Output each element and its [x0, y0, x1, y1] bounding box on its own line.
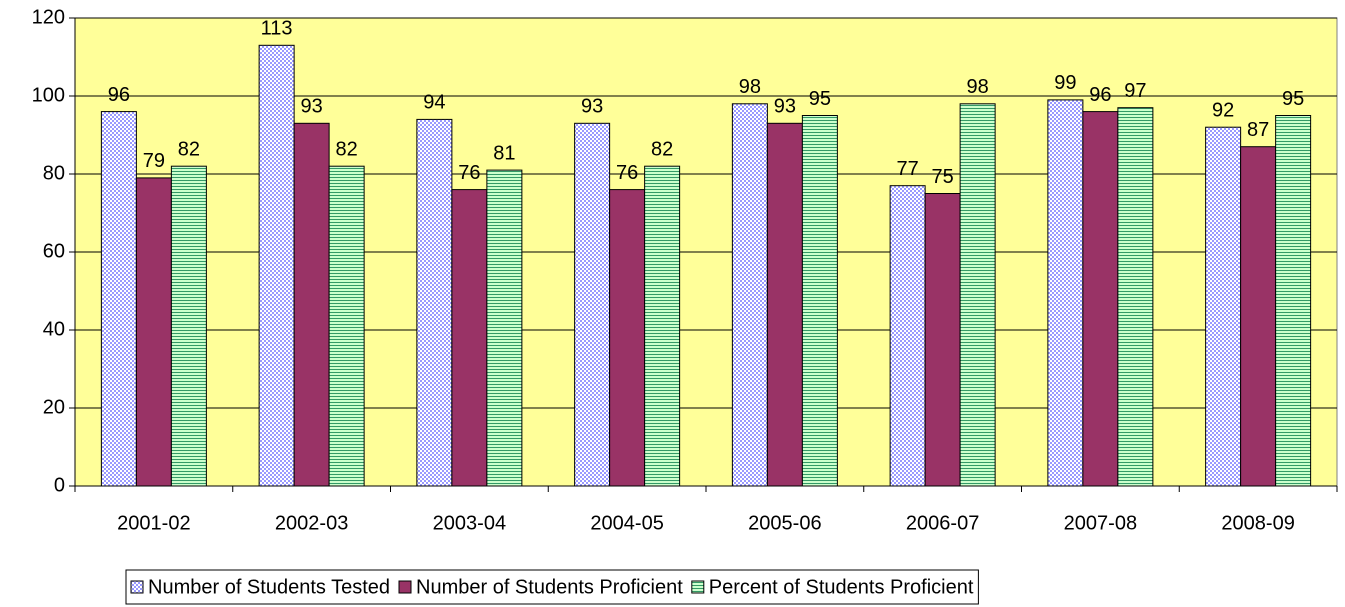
bar	[1205, 126, 1242, 487]
y-tick-label: 80	[43, 162, 65, 184]
bar	[801, 115, 838, 487]
data-label: 76	[458, 162, 480, 184]
bar	[1047, 99, 1084, 487]
legend	[125, 569, 979, 605]
data-label: 95	[1282, 88, 1304, 110]
data-label: 92	[1212, 99, 1234, 121]
bar	[451, 189, 488, 487]
data-label: 96	[1089, 84, 1111, 106]
bar	[766, 122, 803, 487]
data-label: 93	[301, 96, 323, 118]
y-tick-label: 60	[43, 240, 65, 262]
bar	[135, 177, 172, 487]
data-label: 79	[143, 150, 165, 172]
bar	[731, 103, 768, 487]
bar	[1082, 111, 1119, 487]
data-label: 99	[1054, 72, 1076, 94]
x-tick-label: 2002-03	[275, 512, 348, 534]
data-label: 76	[616, 162, 638, 184]
legend-swatch	[130, 580, 144, 594]
data-label: 96	[108, 84, 130, 106]
bar	[644, 165, 681, 487]
data-label: 95	[809, 88, 831, 110]
legend-label: Number of Students Tested	[148, 576, 390, 598]
data-label: 98	[739, 76, 761, 98]
data-label: 98	[967, 76, 989, 98]
x-tick-label: 2008-09	[1221, 512, 1294, 534]
bar	[959, 103, 996, 487]
bar	[1117, 107, 1154, 487]
data-label: 94	[423, 92, 445, 114]
data-label: 82	[178, 138, 200, 160]
data-label: 75	[932, 166, 954, 188]
bar	[1275, 115, 1312, 487]
legend-swatch	[398, 580, 412, 594]
y-tick-label: 40	[43, 318, 65, 340]
y-tick-label: 120	[32, 6, 65, 28]
bar	[328, 165, 365, 487]
x-tick-label: 2004-05	[590, 512, 663, 534]
data-label: 93	[774, 96, 796, 118]
y-tick-label: 20	[43, 396, 65, 418]
data-label: 82	[336, 138, 358, 160]
bar	[293, 122, 330, 487]
bar	[486, 169, 523, 487]
data-label: 82	[651, 138, 673, 160]
x-tick-label: 2006-07	[906, 512, 979, 534]
bar	[170, 165, 207, 487]
legend-label: Number of Students Proficient	[416, 576, 683, 598]
data-label: 97	[1124, 80, 1146, 102]
x-tick-label: 2003-04	[433, 512, 506, 534]
data-label: 77	[897, 158, 919, 180]
x-tick-label: 2005-06	[748, 512, 821, 534]
bar	[416, 118, 453, 487]
bar	[924, 193, 961, 487]
legend-label: Percent of Students Proficient	[709, 576, 974, 598]
y-tick-label: 0	[54, 474, 65, 496]
bar	[574, 122, 611, 487]
bar	[889, 185, 926, 487]
data-label: 93	[581, 96, 603, 118]
x-tick-label: 2007-08	[1064, 512, 1137, 534]
bar	[1240, 146, 1277, 487]
legend-swatch	[691, 580, 705, 594]
bar	[100, 111, 137, 487]
x-tick-label: 2001-02	[117, 512, 190, 534]
data-label: 113	[261, 18, 293, 40]
data-label: 81	[493, 142, 515, 164]
y-tick-label: 100	[32, 84, 65, 106]
bar	[609, 189, 646, 487]
bar	[258, 44, 295, 487]
data-label: 87	[1247, 119, 1269, 141]
